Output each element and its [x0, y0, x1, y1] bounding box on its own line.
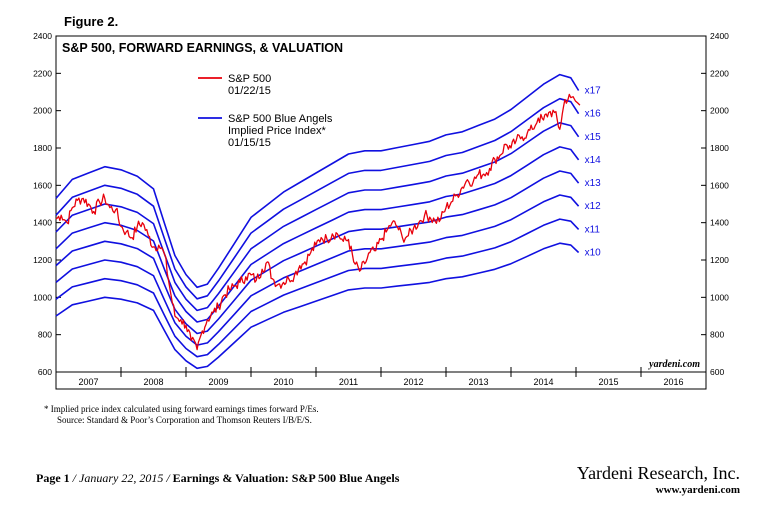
multiple-label-x10: x10: [585, 248, 602, 259]
report-date: January 22, 2015: [79, 471, 164, 485]
angel-line-x14: [55, 146, 580, 323]
right-y-axis: 600 800 1000 1200 1400 1600 1800 2000 2200 2400: [701, 31, 729, 377]
angel-line-x11: [55, 218, 580, 358]
sp500-line-group: [55, 93, 581, 351]
footnote-line-2: Source: Standard & Poor’s Corporation an…: [57, 415, 312, 425]
sp500-line: [55, 93, 581, 351]
multiple-label-x13: x13: [585, 178, 602, 189]
separator: /: [163, 471, 173, 485]
legend-text-sp500: 01/22/15: [228, 85, 271, 97]
y-tick-label: 600: [710, 367, 724, 377]
plot-frame: [55, 35, 707, 373]
y-tick-label: 2000: [33, 106, 52, 116]
multiple-label-x17: x17: [585, 86, 602, 97]
angel-line-x16: [55, 97, 580, 300]
y-tick-label: 2200: [710, 68, 729, 78]
y-tick-label: 1800: [710, 143, 729, 153]
multiple-label-x16: x16: [585, 109, 602, 120]
angel-line-x15: [55, 122, 580, 312]
multiple-label-x12: x12: [585, 201, 602, 212]
y-tick-label: 1200: [710, 255, 729, 265]
y-tick-label: 2400: [710, 31, 729, 41]
y-tick-label: 1200: [33, 255, 52, 265]
figure-label: Figure 2.: [64, 14, 119, 29]
x-tick-label: 2014: [533, 377, 553, 387]
footnote-line-1: * Implied price index calculated using f…: [44, 404, 319, 414]
legend-text-angels: Implied Price Index*: [228, 125, 327, 137]
footnote: * Implied price index calculated using f…: [44, 404, 319, 426]
legend-text-sp500: S&P 500: [228, 73, 271, 85]
angel-line-x12: [55, 194, 580, 346]
x-tick-label: 2012: [403, 377, 423, 387]
multiple-label-x11: x11: [585, 224, 601, 235]
y-tick-label: 2200: [33, 68, 52, 78]
y-tick-label: 1000: [710, 292, 729, 302]
y-tick-label: 2000: [710, 106, 729, 116]
watermark: yardeni.com: [648, 359, 700, 370]
multiple-label-x14: x14: [585, 155, 602, 166]
angel-line-x10: [55, 242, 580, 370]
y-tick-label: 1800: [33, 143, 52, 153]
firm-block: Yardeni Research, Inc. www.yardeni.com: [560, 462, 740, 496]
y-tick-label: 1600: [710, 180, 729, 190]
separator: /: [69, 471, 79, 485]
x-tick-label: 2010: [273, 377, 293, 387]
chart-title: S&P 500, FORWARD EARNINGS, & VALUATION: [62, 41, 343, 55]
y-tick-label: 1400: [710, 218, 729, 228]
page-number: Page 1: [36, 471, 70, 485]
x-tick-label: 2016: [663, 377, 683, 387]
page-footer: Page 1 / January 22, 2015 / Earnings & V…: [36, 471, 399, 486]
y-tick-label: 800: [710, 330, 724, 340]
x-tick-label: 2007: [78, 377, 98, 387]
y-tick-label: 1600: [33, 180, 52, 190]
angel-line-x17: [55, 73, 580, 289]
report-title: Earnings & Valuation: S&P 500 Blue Angel…: [172, 471, 400, 485]
angel-line-x13: [55, 170, 580, 335]
legend-text-angels: 01/15/15: [228, 137, 271, 149]
year-axis: 2007 2008 2009 2010 2011 2012 2013 2014 2015 2016: [55, 367, 707, 390]
left-y-axis: 600 800 1000 1200 1400 1600 1800 2000 2200 2400: [33, 31, 61, 377]
y-tick-label: 1400: [33, 218, 52, 228]
legend-text-angels: S&P 500 Blue Angels: [228, 113, 333, 125]
multiple-labels: x17 x16 x15 x14 x13 x12 x11 x10: [585, 86, 602, 259]
firm-name: Yardeni Research, Inc.: [576, 463, 740, 483]
x-tick-label: 2015: [598, 377, 618, 387]
firm-url[interactable]: www.yardeni.com: [655, 484, 740, 496]
chart-canvas: 2007 2008 2009 2010 2011 2012 2013 2014 2015 2016…: [33, 31, 729, 390]
y-tick-label: 800: [38, 330, 52, 340]
y-tick-label: 600: [38, 367, 52, 377]
x-tick-label: 2008: [143, 377, 163, 387]
multiple-label-x15: x15: [585, 132, 602, 143]
x-tick-label: 2011: [339, 377, 358, 387]
y-tick-label: 2400: [33, 31, 52, 41]
x-tick-label: 2013: [468, 377, 488, 387]
blue-angel-lines: [55, 73, 580, 370]
y-tick-label: 1000: [33, 292, 52, 302]
x-tick-label: 2009: [208, 377, 228, 387]
